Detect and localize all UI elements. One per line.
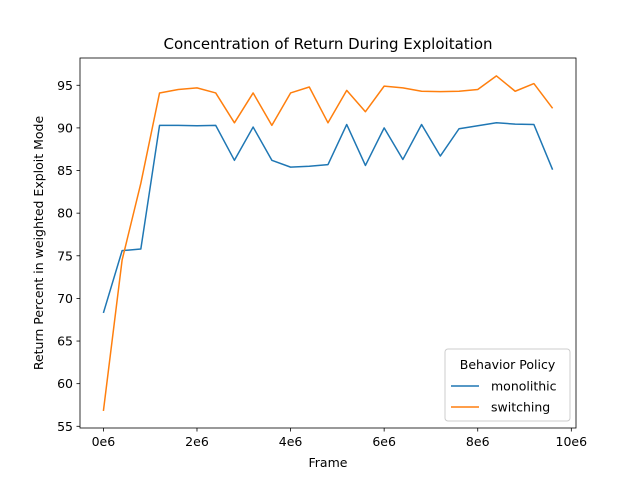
y-axis-ticks: 55 60 65 70 75 80 85 90 95 [57,78,80,434]
x-axis-label: Frame [309,455,348,470]
y-tick-label: 95 [57,78,73,93]
y-tick-label: 90 [57,120,73,135]
series-line-monolithic [102,122,554,314]
x-tick-label: 4e6 [279,434,303,449]
legend-label-switching: switching [491,400,550,415]
legend-box [444,348,571,422]
x-tick-label: 6e6 [372,434,396,449]
y-tick-label: 75 [57,248,73,263]
x-axis-ticks: 0e6 2e6 4e6 6e6 8e6 10e6 [92,428,588,449]
x-tick-label: 8e6 [466,434,490,449]
legend: Behavior Policy monolithic switching [444,348,571,422]
y-tick-label: 85 [57,163,73,178]
x-tick-label: 10e6 [556,434,588,449]
y-axis-label: Return Percent in weighted Exploit Mode [31,116,46,371]
y-tick-label: 80 [57,206,73,221]
series-line-switching [102,75,554,412]
chart-title: Concentration of Return During Exploitat… [163,35,492,53]
legend-title: Behavior Policy [460,357,556,372]
y-tick-label: 70 [57,291,73,306]
x-tick-label: 0e6 [92,434,116,449]
axes-frame [79,57,577,429]
y-tick-label: 65 [57,334,73,349]
y-tick-label: 55 [57,419,73,434]
y-tick-label: 60 [57,376,73,391]
x-tick-label: 2e6 [185,434,209,449]
legend-label-monolithic: monolithic [491,379,557,394]
series-layer [102,75,554,412]
